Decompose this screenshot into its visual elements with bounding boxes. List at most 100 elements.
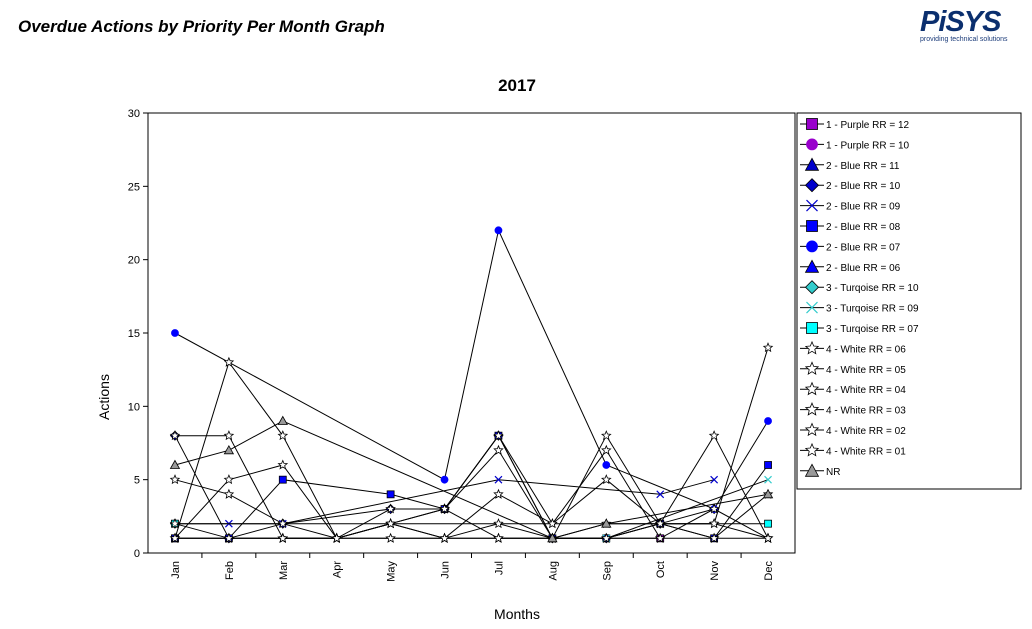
legend-item: 4 - White RR = 06 bbox=[800, 340, 906, 355]
x-axis: Jan Feb Mar Apr May Jun Jul Aug Sep Oct Nov Dec bbox=[170, 553, 775, 582]
data-point bbox=[601, 532, 612, 543]
data-point bbox=[331, 532, 342, 543]
data-point bbox=[277, 518, 289, 529]
data-point bbox=[439, 532, 450, 543]
legend-marker bbox=[804, 422, 820, 437]
data-point bbox=[762, 342, 774, 353]
data-point bbox=[223, 532, 235, 543]
y-tick-label: 25 bbox=[128, 181, 140, 193]
y-axis: 0 5 10 15 20 25 30 bbox=[128, 108, 148, 560]
data-point bbox=[494, 226, 503, 235]
data-point bbox=[223, 356, 235, 367]
legend-item: 4 - White RR = 03 bbox=[800, 402, 906, 417]
series-line bbox=[174, 464, 769, 539]
x-tick-label: Oct bbox=[655, 561, 667, 578]
data-point bbox=[708, 503, 720, 514]
series-line bbox=[174, 361, 769, 540]
data-point bbox=[654, 518, 666, 529]
page-title: Overdue Actions by Priority Per Month Gr… bbox=[18, 17, 385, 36]
legend-item: 3 - Turqoise RR = 09 bbox=[800, 301, 919, 315]
legend-label: 2 - Blue RR = 07 bbox=[826, 242, 901, 253]
legend: 1 - Purple RR = 12 1 - Purple RR = 10 2 - … bbox=[800, 118, 919, 478]
data-point bbox=[169, 532, 181, 543]
legend-label: 4 - White RR = 03 bbox=[826, 406, 906, 417]
legend-item: 3 - Turqoise RR = 07 bbox=[800, 322, 919, 335]
data-point bbox=[386, 490, 395, 499]
legend-item: 2 - Blue RR = 11 bbox=[800, 157, 900, 172]
data-point bbox=[439, 503, 450, 514]
data-point bbox=[385, 518, 396, 529]
y-tick-label: 10 bbox=[128, 401, 140, 413]
legend-marker bbox=[804, 340, 820, 355]
x-tick-label: May bbox=[386, 561, 398, 582]
data-point bbox=[278, 475, 287, 484]
legend-label: 2 - Blue RR = 09 bbox=[826, 202, 901, 213]
legend-label: 2 - Blue RR = 08 bbox=[826, 222, 901, 233]
legend-item: 4 - White RR = 01 bbox=[800, 442, 906, 457]
data-point bbox=[493, 532, 504, 543]
legend-marker bbox=[804, 178, 820, 193]
data-point bbox=[764, 519, 772, 528]
legend-label: 3 - Turqoise RR = 09 bbox=[826, 304, 919, 315]
series-17 bbox=[169, 415, 774, 543]
data-point bbox=[764, 461, 772, 469]
x-tick-label: Jun bbox=[440, 561, 452, 579]
legend-item: 4 - White RR = 05 bbox=[800, 361, 906, 376]
legend-item: NR bbox=[800, 463, 840, 478]
y-axis-label: Actions bbox=[96, 374, 112, 420]
data-point bbox=[169, 518, 181, 529]
data-point bbox=[547, 518, 558, 529]
series-layer bbox=[169, 226, 774, 544]
data-point bbox=[223, 488, 235, 499]
logo-tagline: providing technical solutions bbox=[920, 36, 1008, 43]
data-point bbox=[601, 430, 612, 441]
legend-marker bbox=[806, 220, 818, 232]
legend-item: 3 - Turqoise RR = 10 bbox=[800, 280, 919, 295]
series-line bbox=[175, 434, 769, 539]
x-tick-label: Mar bbox=[278, 561, 290, 580]
logo-wordmark: PiSYS bbox=[920, 6, 1001, 38]
data-point bbox=[494, 475, 503, 484]
legend-marker bbox=[804, 259, 820, 273]
data-point bbox=[169, 430, 181, 441]
legend-label: 4 - White RR = 04 bbox=[826, 385, 906, 396]
legend-label: 2 - Blue RR = 11 bbox=[826, 161, 900, 172]
legend-label: NR bbox=[826, 467, 840, 478]
x-tick-label: Dec bbox=[763, 561, 775, 581]
legend-marker bbox=[804, 442, 820, 457]
data-point bbox=[277, 459, 289, 470]
data-point bbox=[440, 475, 449, 484]
legend-marker bbox=[806, 322, 818, 334]
y-tick-label: 30 bbox=[128, 108, 140, 120]
legend-marker bbox=[806, 199, 818, 212]
legend-box bbox=[796, 112, 1022, 490]
data-point bbox=[223, 445, 235, 455]
legend-label: 3 - Turqoise RR = 10 bbox=[826, 283, 919, 294]
legend-marker bbox=[804, 280, 820, 295]
legend-label: 4 - White RR = 01 bbox=[826, 446, 906, 457]
legend-item: 1 - Purple RR = 10 bbox=[800, 138, 910, 151]
y-tick-label: 20 bbox=[128, 255, 140, 267]
x-tick-label: Jul bbox=[493, 561, 505, 575]
y-tick-label: 5 bbox=[134, 475, 140, 487]
plot-area bbox=[147, 112, 796, 554]
data-point bbox=[277, 415, 288, 425]
data-point bbox=[277, 532, 289, 543]
legend-item: 4 - White RR = 02 bbox=[800, 422, 906, 437]
data-point bbox=[762, 489, 774, 499]
data-point bbox=[601, 444, 612, 455]
x-axis-label: Months bbox=[494, 606, 540, 622]
legend-item: 2 - Blue RR = 06 bbox=[800, 259, 901, 274]
data-point bbox=[171, 329, 179, 337]
data-point bbox=[708, 518, 720, 529]
x-tick-label: Apr bbox=[332, 561, 344, 578]
legend-marker bbox=[806, 240, 818, 253]
data-point bbox=[385, 532, 396, 543]
data-point bbox=[547, 533, 558, 543]
x-tick-label: Jan bbox=[170, 561, 182, 579]
legend-marker bbox=[804, 402, 820, 416]
data-point bbox=[493, 444, 504, 455]
legend-item: 4 - White RR = 04 bbox=[800, 381, 906, 396]
data-point bbox=[601, 474, 612, 485]
